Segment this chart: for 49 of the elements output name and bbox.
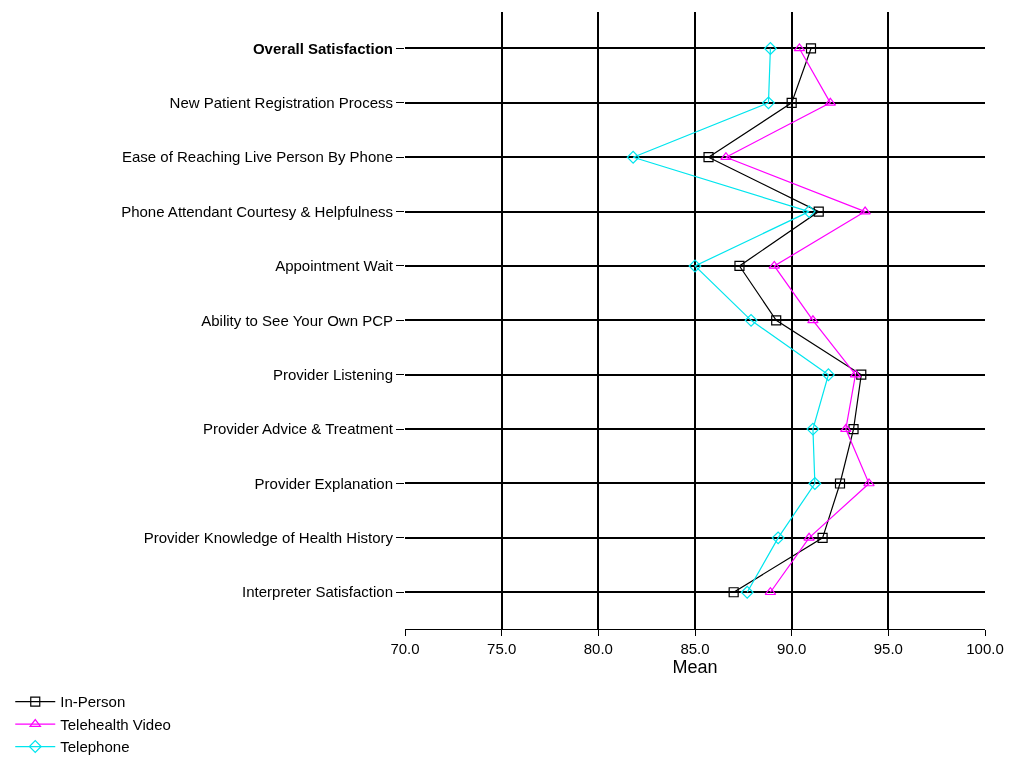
point <box>859 206 871 215</box>
point <box>728 587 739 598</box>
x-tick-label: 95.0 <box>873 639 903 657</box>
point <box>807 315 819 324</box>
x-tick-label: 90.0 <box>777 639 807 657</box>
point <box>813 206 824 217</box>
legend-label: Telehealth Video <box>60 715 171 733</box>
point <box>817 532 828 543</box>
y-tick-label: Ease of Reaching Live Person By Phone <box>121 148 393 166</box>
x-tick-label: 70.0 <box>390 639 420 657</box>
y-tick-label: Provider Explanation <box>254 474 393 492</box>
legend-label: Telephone <box>60 738 130 756</box>
point <box>771 315 782 326</box>
point <box>626 150 640 164</box>
point <box>786 97 797 108</box>
y-tick-label: Provider Knowledge of Health History <box>143 529 394 547</box>
y-tick-label: New Patient Registration Process <box>169 94 393 112</box>
point <box>863 478 875 487</box>
point <box>740 585 754 599</box>
legend-label: In-Person <box>60 693 126 711</box>
point <box>805 43 817 54</box>
point <box>762 96 775 110</box>
x-tick-label: 100.0 <box>966 639 1004 657</box>
x-tick-label: 75.0 <box>487 639 517 657</box>
point <box>763 42 777 55</box>
y-tick-label: Phone Attendant Courtesy & Helpfulness <box>121 202 393 220</box>
y-tick-label: Overall Satisfaction <box>252 39 393 57</box>
point <box>688 259 702 273</box>
y-tick-label: Provider Advice & Treatment <box>202 420 394 438</box>
point <box>720 152 732 161</box>
point <box>806 422 820 436</box>
y-tick-label: Appointment Wait <box>275 257 394 275</box>
x-tick-label: 85.0 <box>680 639 710 657</box>
point <box>703 152 714 163</box>
y-tick-label: Provider Listening <box>272 365 393 383</box>
y-tick-label: Ability to See Your Own PCP <box>201 311 393 329</box>
point <box>771 531 785 545</box>
point <box>856 369 867 380</box>
point <box>802 205 816 219</box>
point <box>734 260 745 272</box>
point <box>848 424 859 435</box>
point <box>808 477 822 490</box>
point <box>821 368 835 382</box>
y-tick-label: Interpreter Satisfaction <box>242 583 393 601</box>
x-axis-title: Mean <box>672 656 718 677</box>
point <box>803 532 815 541</box>
point <box>744 313 758 327</box>
point <box>834 478 846 489</box>
x-tick-label: 80.0 <box>583 639 613 657</box>
